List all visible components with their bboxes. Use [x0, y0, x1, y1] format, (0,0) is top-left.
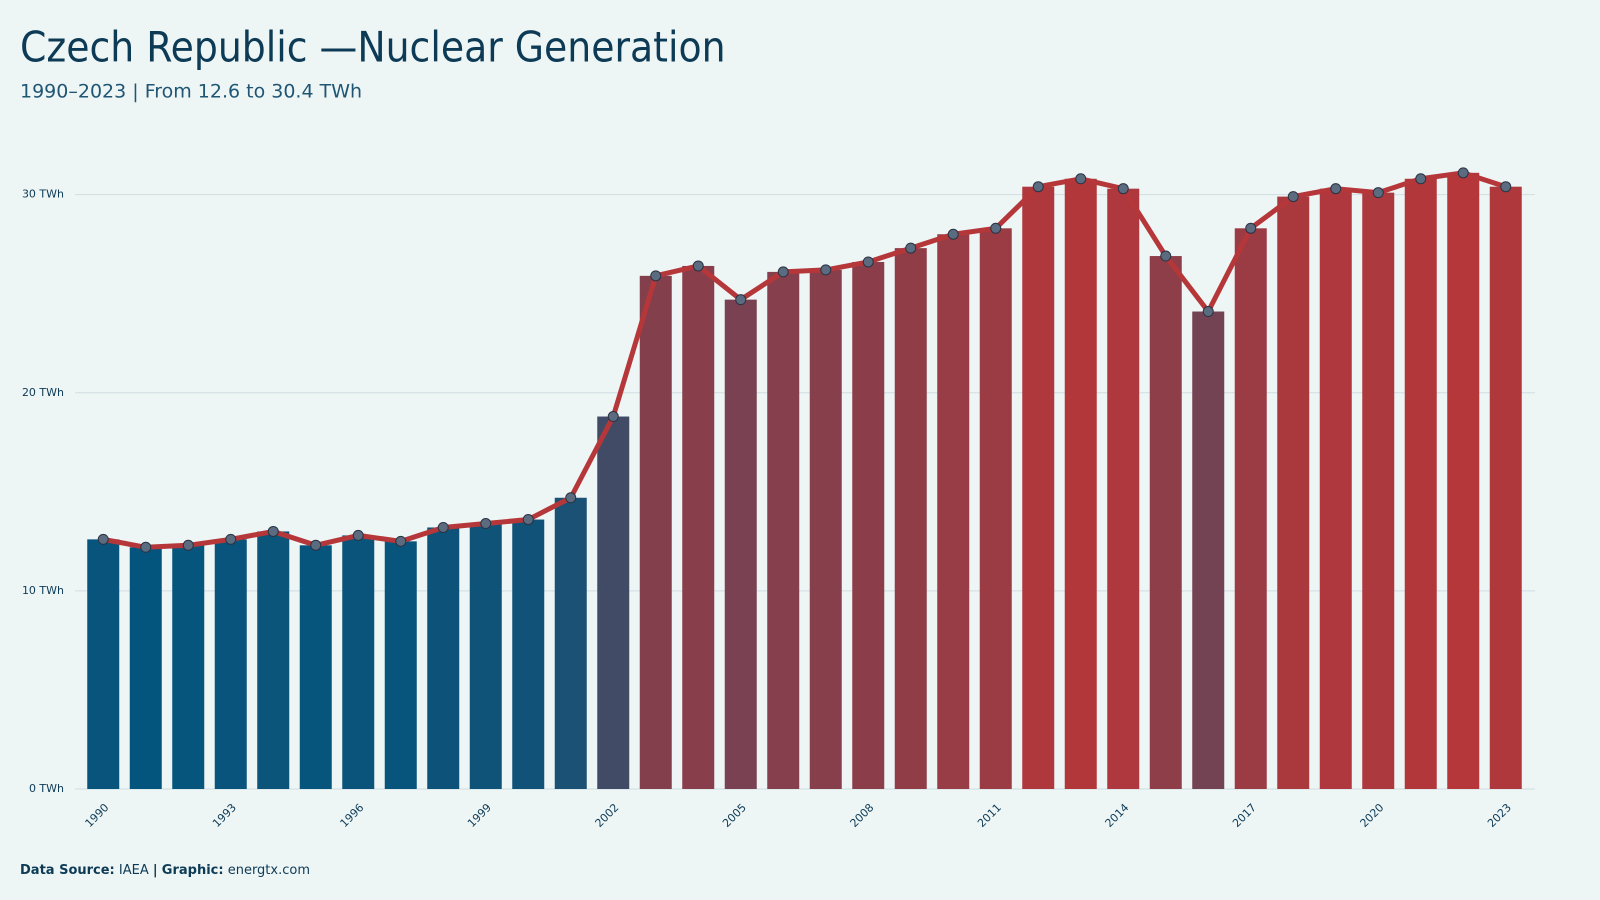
bar: [597, 416, 630, 789]
chart-title: Czech Republic —Nuclear Generation: [20, 23, 726, 72]
marker: [522, 514, 534, 526]
marker: [777, 266, 789, 278]
graphic-label: Graphic:: [162, 863, 224, 878]
marker: [905, 242, 917, 254]
marker: [395, 535, 407, 547]
bar: [214, 539, 247, 789]
bar: [1107, 188, 1140, 789]
marker: [1117, 183, 1129, 195]
y-tick-label: 0 TWh: [29, 782, 64, 795]
source-label: Data Source:: [20, 863, 115, 878]
marker: [947, 228, 959, 240]
y-tick-label: 20 TWh: [22, 386, 64, 399]
y-tick-label: 30 TWh: [22, 188, 64, 201]
marker: [182, 539, 194, 551]
marker: [267, 525, 279, 537]
marker: [650, 270, 662, 282]
graphic: energtx.com: [228, 863, 310, 878]
bar: [767, 271, 800, 789]
bar: [299, 545, 332, 789]
bar: [384, 541, 417, 789]
marker: [225, 533, 237, 545]
bar: [342, 535, 375, 789]
marker: [97, 533, 109, 545]
marker: [565, 492, 577, 504]
marker: [1202, 306, 1214, 318]
bar: [1149, 256, 1182, 789]
bar: [512, 519, 545, 789]
bar: [682, 265, 715, 789]
bar: [1319, 188, 1352, 789]
marker: [607, 411, 619, 423]
marker: [820, 264, 832, 276]
bar: [87, 539, 120, 789]
marker: [692, 260, 704, 272]
footer: Data Source: IAEA | Graphic: energtx.com: [20, 863, 310, 878]
bar: [809, 269, 842, 790]
bar: [724, 299, 757, 789]
marker: [1415, 173, 1427, 185]
marker: [140, 541, 152, 553]
bar: [1234, 228, 1267, 789]
bar: [1404, 178, 1437, 789]
bar: [1362, 192, 1395, 790]
marker: [352, 529, 364, 541]
source: IAEA: [119, 863, 149, 878]
line: [102, 170, 1507, 550]
marker: [480, 518, 492, 530]
bar: [1277, 196, 1310, 789]
marker: [1500, 181, 1512, 193]
chart-subtitle: 1990–2023 | From 12.6 to 30.4 TWh: [20, 81, 362, 103]
marker: [1457, 167, 1469, 179]
bar: [937, 234, 970, 789]
bar: [172, 545, 205, 789]
bar: [894, 248, 927, 789]
bar: [257, 531, 290, 789]
marker: [1287, 191, 1299, 203]
marker: [1160, 250, 1172, 262]
bar: [554, 497, 587, 789]
marker: [310, 539, 322, 551]
marker: [1245, 222, 1257, 234]
marker: [990, 222, 1002, 234]
y-tick-label: 10 TWh: [22, 584, 64, 597]
bar: [639, 275, 672, 789]
bar: [852, 261, 885, 789]
marker: [1032, 181, 1044, 193]
separator: |: [153, 863, 158, 878]
bar: [979, 228, 1012, 789]
bar: [1447, 172, 1480, 790]
marker: [1372, 187, 1384, 199]
marker: [862, 256, 874, 268]
bar: [469, 523, 502, 789]
marker: [1330, 183, 1342, 195]
marker: [437, 521, 449, 533]
marker: [735, 294, 747, 306]
marker: [1075, 173, 1087, 185]
bar: [1489, 186, 1522, 789]
bar: [427, 527, 460, 789]
bar: [129, 547, 162, 789]
bar: [1192, 311, 1225, 789]
bar: [1064, 178, 1097, 789]
bar: [1022, 186, 1055, 789]
